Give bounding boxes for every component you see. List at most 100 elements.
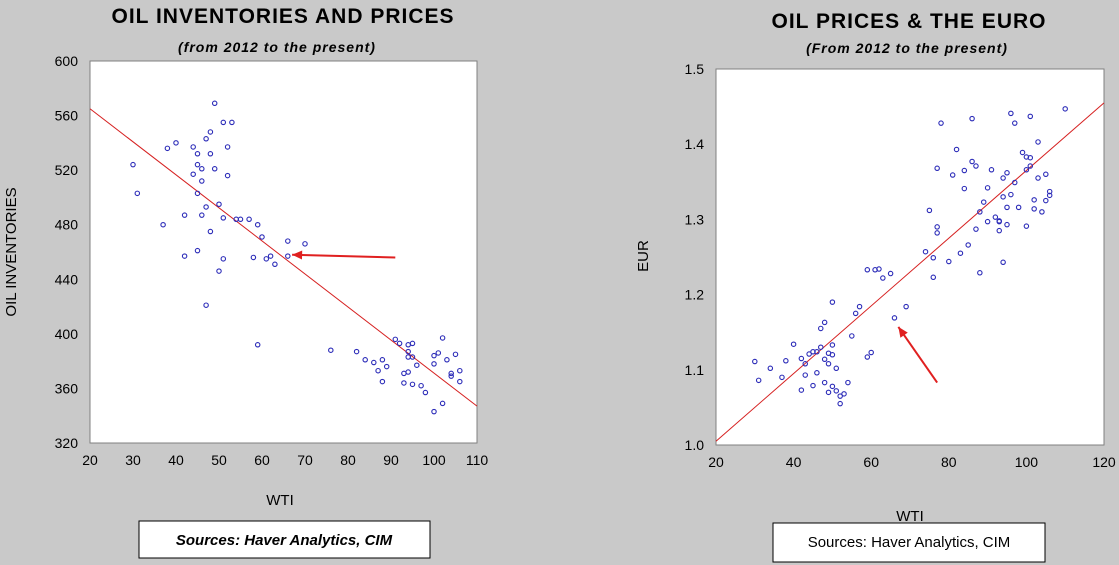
chart2-data-point: [969, 115, 975, 122]
chart2-data-point: [1039, 209, 1045, 215]
chart2-data-point: [961, 185, 968, 192]
chart1-y-tick-label: 560: [55, 108, 79, 124]
chart1-x-axis-label: WTI: [266, 492, 294, 509]
chart1-data-point: [418, 382, 424, 389]
chart2-data-point: [814, 370, 820, 376]
chart2-source-text: Sources: Haver Analytics, CIM: [808, 534, 1011, 551]
chart1-x-tick-label: 100: [422, 452, 446, 468]
chart1-y-tick-label: 400: [55, 326, 79, 342]
chart2-arrow-head: [898, 326, 908, 338]
chart2-plot-area: [715, 68, 1105, 446]
chart2-data-point: [837, 393, 843, 399]
chart2-data-point: [829, 342, 836, 348]
chart2-x-tick-label: 20: [708, 454, 724, 470]
chart1-data-point: [224, 144, 231, 150]
chart2-data-point: [790, 341, 797, 347]
chart1-data-point: [409, 340, 416, 347]
chart2-data-point: [821, 319, 828, 326]
chart1-data-point: [263, 256, 270, 262]
chart1-data-point: [181, 212, 188, 218]
chart2-subtitle: (From 2012 to the present): [806, 40, 1008, 56]
chart2-data-point: [1046, 188, 1053, 195]
chart1-data-point: [379, 357, 386, 363]
chart1-data-point: [220, 119, 227, 126]
chart1-data-point: [409, 354, 416, 360]
chart2-x-tick-label: 120: [1092, 454, 1116, 470]
chart2-y-tick-label: 1.5: [685, 61, 705, 77]
chart2-data-point: [821, 379, 828, 386]
chart2-points: [752, 106, 1068, 407]
chart2-data-point: [1062, 106, 1068, 112]
chart1-data-point: [229, 119, 235, 126]
chart1-data-point: [379, 378, 386, 385]
chart2-y-tick-label: 1.1: [685, 362, 705, 378]
chart1-arrow-head: [292, 250, 303, 260]
chart1-y-tick-label: 360: [55, 380, 79, 396]
chart2-data-point: [957, 250, 964, 256]
chart1-y-tick-label: 480: [55, 217, 79, 233]
chart2-data-point: [798, 387, 805, 393]
chart1-data-point: [203, 302, 209, 308]
chart1-data-point: [224, 172, 231, 179]
chart2-data-point: [965, 242, 971, 248]
chart2-data-point: [852, 310, 859, 317]
chart1-plot-area: [89, 60, 478, 444]
chart2-data-point: [783, 358, 789, 364]
chart1-data-point: [130, 161, 136, 168]
chart2-data-point: [1012, 120, 1018, 126]
chart1-data-point: [302, 241, 308, 247]
chart2-data-point: [984, 185, 991, 191]
chart2-data-point: [1015, 204, 1022, 211]
chart1-data-point: [237, 216, 244, 223]
chart2-y-tick-label: 1.3: [685, 211, 705, 227]
chart2-data-point: [934, 165, 940, 172]
chart1-data-point: [353, 348, 360, 355]
chart2-data-point: [1008, 191, 1014, 198]
chart2-data-point: [798, 355, 805, 362]
chart1-data-point: [211, 100, 218, 107]
chart2-data-point: [926, 207, 933, 214]
chart2-data-point: [868, 349, 874, 356]
chart1-arrow-shaft: [292, 253, 396, 259]
chart1-data-point: [220, 256, 227, 262]
chart1-x-tick-label: 30: [125, 452, 141, 468]
chart2-arrow: [897, 326, 938, 384]
chart1-data-point: [246, 216, 252, 223]
chart2-data-point: [930, 274, 937, 281]
chart2-data-point: [1035, 139, 1041, 145]
chart2-x-axis-label: WTI: [896, 508, 924, 525]
chart1-data-point: [285, 238, 291, 244]
chart1-data-point: [220, 215, 227, 221]
chart2-data-point: [829, 352, 836, 358]
chart2-data-point: [806, 351, 812, 357]
chart2-trend-line: [715, 102, 1105, 442]
chart1-data-point: [448, 370, 454, 377]
chart2-data-point: [845, 379, 851, 386]
chart1-title: OIL INVENTORIES AND PRICES: [112, 5, 455, 28]
chart1-data-point: [199, 212, 205, 218]
chart2-y-tick-label: 1.0: [685, 437, 705, 453]
chart-oil-euro: OIL PRICES & THE EURO (From 2012 to the …: [635, 10, 1116, 563]
chart2-data-point: [980, 199, 987, 205]
chart2-data-point: [779, 374, 785, 381]
chart1-data-point: [371, 359, 377, 366]
chart2-data-point: [752, 358, 758, 365]
chart1-y-tick-label: 520: [55, 162, 79, 178]
chart2-data-point: [818, 325, 824, 332]
chart1-x-tick-label: 50: [211, 452, 227, 468]
chart2-data-point: [949, 172, 956, 178]
chart1-data-point: [199, 178, 205, 184]
chart1-x-tick-label: 110: [466, 452, 489, 468]
chart2-y-axis-label: EUR: [635, 240, 652, 272]
chart1-data-point: [409, 381, 416, 388]
chart1-x-tick-label: 90: [383, 452, 399, 468]
chart1-data-point: [272, 261, 278, 268]
chart2-data-point: [1023, 223, 1030, 229]
chart1-data-point: [203, 204, 209, 210]
chart1-data-point: [405, 348, 411, 355]
chart2-data-point: [977, 270, 983, 276]
chart2-data-point: [903, 303, 909, 310]
chart2-data-point: [953, 146, 960, 153]
chart1-regression-line: [89, 108, 478, 407]
chart2-data-point: [829, 383, 836, 390]
